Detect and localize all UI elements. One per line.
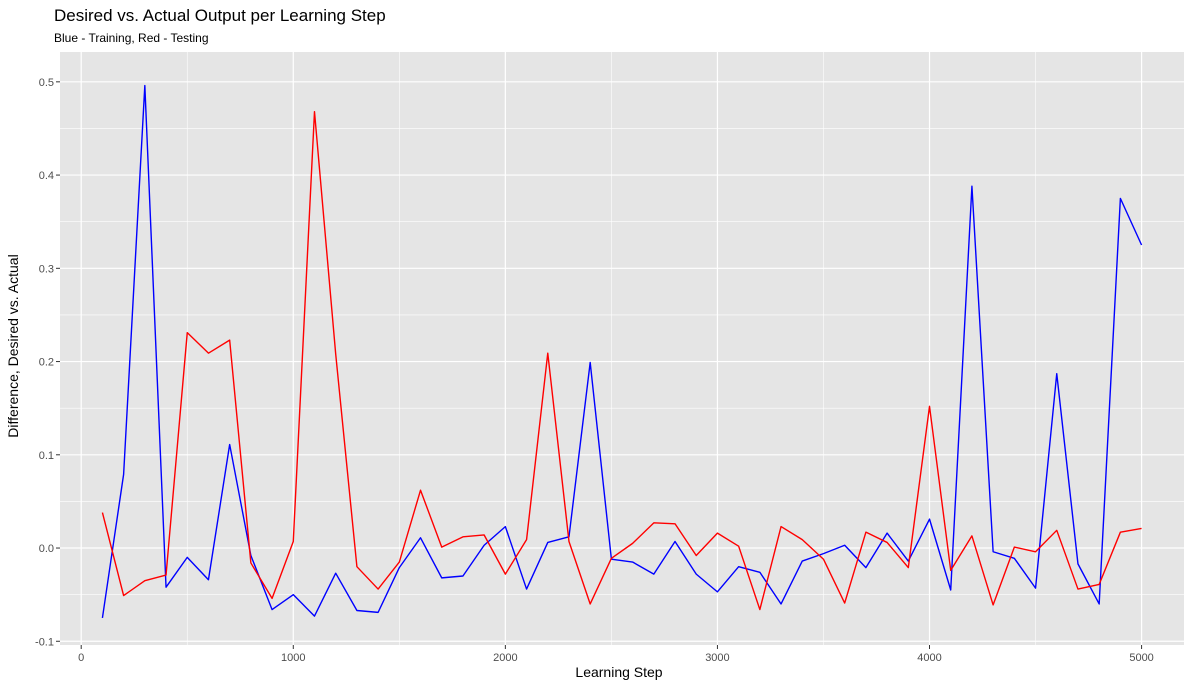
major-gridlines bbox=[60, 52, 1184, 645]
x-tick-label: 1000 bbox=[281, 652, 305, 664]
y-tick-label: 0.1 bbox=[39, 450, 54, 462]
x-tick-label: 3000 bbox=[705, 652, 729, 664]
y-axis: -0.1 0.0 0.1 0.2 0.3 0.4 0.5 bbox=[35, 77, 60, 648]
plot-panel bbox=[60, 52, 1184, 645]
y-axis-title: Difference, Desired vs. Actual bbox=[5, 254, 21, 437]
series-lines bbox=[101, 84, 1143, 619]
y-tick-label: 0.5 bbox=[39, 77, 54, 89]
y-tick-label: 0.0 bbox=[39, 543, 54, 555]
minor-gridlines bbox=[60, 52, 1184, 645]
y-tick-label: 0.2 bbox=[39, 357, 54, 369]
x-tick-label: 2000 bbox=[493, 652, 517, 664]
series-line-blue bbox=[101, 84, 1143, 619]
chart-subtitle: Blue - Training, Red - Testing bbox=[54, 31, 209, 45]
y-tick-label: -0.1 bbox=[35, 636, 54, 648]
y-tick-label: 0.4 bbox=[39, 170, 54, 182]
y-tick-label: 0.3 bbox=[39, 263, 54, 275]
x-tick-label: 5000 bbox=[1129, 652, 1153, 664]
chart-title: Desired vs. Actual Output per Learning S… bbox=[54, 6, 386, 25]
x-tick-label: 0 bbox=[78, 652, 84, 664]
x-tick-label: 4000 bbox=[917, 652, 941, 664]
x-axis-title: Learning Step bbox=[575, 664, 662, 680]
series-line-red bbox=[101, 110, 1142, 611]
x-axis: 0 1000 2000 3000 4000 5000 bbox=[78, 645, 1154, 664]
